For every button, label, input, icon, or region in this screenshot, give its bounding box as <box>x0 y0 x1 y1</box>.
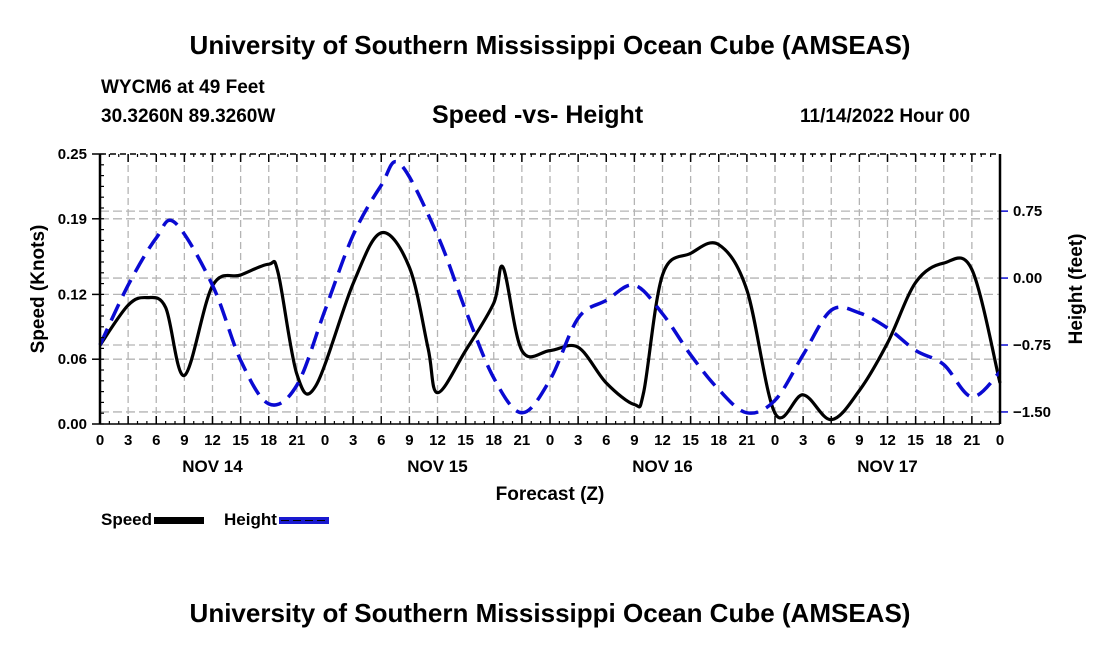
x-tick-label: 18 <box>935 432 952 449</box>
x-tick-label: 12 <box>879 432 896 449</box>
x-tick-label: 15 <box>907 432 924 449</box>
coordinates-label: 30.3260N 89.3260W <box>101 106 276 127</box>
legend-height-label: Height <box>224 510 277 529</box>
x-tick-label: 9 <box>180 432 188 449</box>
x-tick-label: 3 <box>799 432 807 449</box>
x-tick-label: 6 <box>602 432 610 449</box>
x-tick-label: 12 <box>654 432 671 449</box>
day-label: NOV 17 <box>857 457 917 476</box>
legend-speed-label: Speed <box>101 510 153 529</box>
x-tick-label: 9 <box>630 432 638 449</box>
day-label: NOV 14 <box>182 457 243 476</box>
y-tick-label: 0.06 <box>58 351 87 368</box>
x-tick-label: 9 <box>855 432 863 449</box>
footer-title: University of Southern Mississippi Ocean… <box>189 598 911 628</box>
x-tick-label: 12 <box>204 432 221 449</box>
x-tick-label: 6 <box>152 432 160 449</box>
y2-tick-label: 0.75 <box>1013 203 1042 220</box>
chart-title: Speed -vs- Height <box>432 101 644 129</box>
legend-speed-swatch <box>154 516 205 524</box>
x-tick-label: 3 <box>349 432 357 449</box>
x-tick-label: 21 <box>739 432 756 449</box>
station-label: WYCM6 at 49 Feet <box>101 77 265 98</box>
x-tick-label: 3 <box>124 432 132 449</box>
series-group <box>98 160 1002 422</box>
x-axis-title: Forecast (Z) <box>496 484 605 505</box>
x-tick-label: 18 <box>260 432 277 449</box>
y-tick-label: 0.00 <box>58 416 87 433</box>
y-tick-label: 0.19 <box>58 211 87 228</box>
y2-axis-title: Height (feet) <box>1066 234 1087 345</box>
x-tick-label: 0 <box>996 432 1004 449</box>
x-tick-label: 21 <box>514 432 531 449</box>
y-tick-label: 0.25 <box>58 146 87 163</box>
x-tick-label: 6 <box>377 432 385 449</box>
x-tick-label: 15 <box>232 432 249 449</box>
legend-height-swatch <box>278 516 329 524</box>
legend: Speed Height <box>101 510 329 530</box>
y2-tick-label: 0.00 <box>1013 270 1042 287</box>
y2-tick-label: −1.50 <box>1013 404 1051 421</box>
x-tick-label: 18 <box>485 432 502 449</box>
x-tick-label: 12 <box>429 432 446 449</box>
x-tick-label: 15 <box>457 432 474 449</box>
x-tick-label: 0 <box>771 432 779 449</box>
x-tick-label: 21 <box>964 432 981 449</box>
day-label: NOV 15 <box>407 457 467 476</box>
day-label: NOV 16 <box>632 457 692 476</box>
x-tick-label: 3 <box>574 432 582 449</box>
x-tick-label: 9 <box>405 432 413 449</box>
x-tick-label: 18 <box>710 432 727 449</box>
run-time-label: 11/14/2022 Hour 00 <box>800 106 971 127</box>
x-tick-label: 0 <box>546 432 554 449</box>
x-tick-label: 0 <box>96 432 104 449</box>
x-tick-label: 6 <box>827 432 835 449</box>
y-axis-title: Speed (Knots) <box>28 225 49 354</box>
main-title: University of Southern Mississippi Ocean… <box>189 30 911 60</box>
grid <box>100 154 1000 424</box>
speed-series-line <box>98 231 1002 422</box>
y2-tick-label: −0.75 <box>1013 337 1051 354</box>
height-series-line <box>98 160 1002 415</box>
x-tick-label: 21 <box>289 432 306 449</box>
axes: 0 3 6 9 12 15 18 21 0 3 6 9 12 15 18 21 0 3 6 9 12 15 18 21 0 3 6 9… <box>58 146 1051 476</box>
x-tick-label: 15 <box>682 432 699 449</box>
x-tick-label: 0 <box>321 432 329 449</box>
y-tick-label: 0.12 <box>58 286 87 303</box>
